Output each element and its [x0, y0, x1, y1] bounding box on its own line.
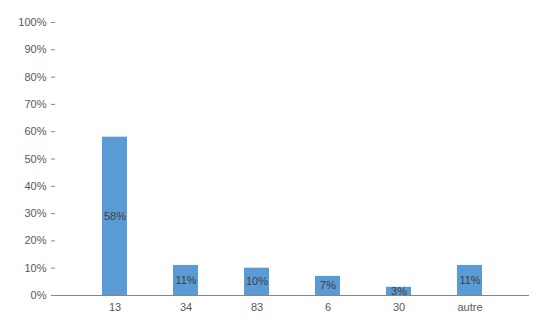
svg-text:30%: 30% [24, 207, 46, 219]
svg-text:30: 30 [393, 301, 405, 313]
svg-text:6: 6 [325, 301, 331, 313]
svg-text:40%: 40% [24, 180, 46, 192]
svg-text:60%: 60% [24, 125, 46, 137]
svg-text:10%: 10% [24, 262, 46, 274]
svg-text:10%: 10% [246, 275, 268, 287]
svg-text:autre: autre [457, 301, 482, 313]
svg-text:50%: 50% [24, 153, 46, 165]
svg-text:90%: 90% [24, 43, 46, 55]
svg-text:11%: 11% [175, 274, 196, 286]
svg-text:13: 13 [109, 301, 121, 313]
svg-text:83: 83 [251, 301, 263, 313]
svg-text:0%: 0% [31, 289, 47, 301]
svg-text:20%: 20% [24, 234, 46, 246]
svg-text:34: 34 [180, 301, 192, 313]
svg-text:70%: 70% [24, 98, 46, 110]
svg-text:100%: 100% [18, 16, 46, 28]
svg-text:80%: 80% [24, 71, 46, 83]
svg-text:3%: 3% [391, 285, 407, 297]
svg-text:58%: 58% [104, 210, 126, 222]
svg-text:11%: 11% [459, 274, 480, 286]
svg-text:7%: 7% [320, 279, 336, 291]
